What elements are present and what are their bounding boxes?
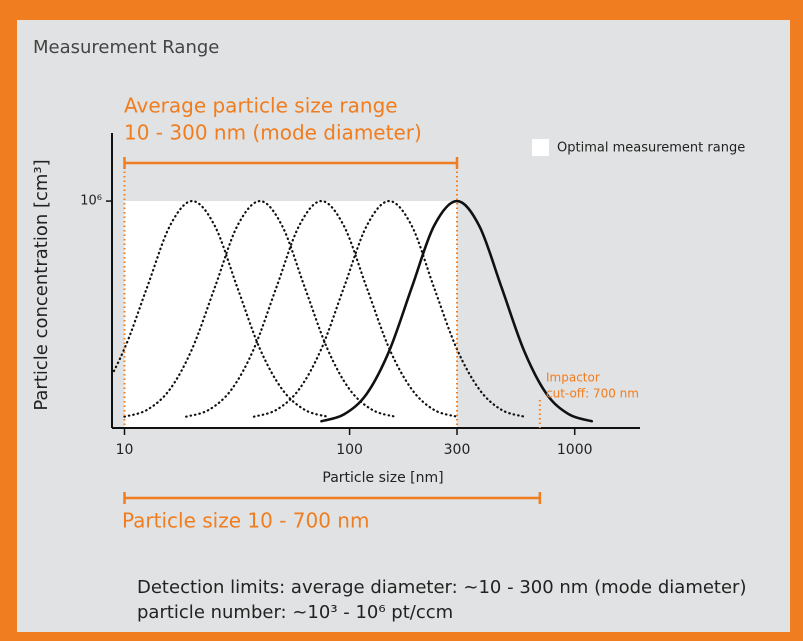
legend-label: Optimal measurement range <box>557 141 745 156</box>
note: Detection limits: average diameter: ~10 … <box>137 577 746 598</box>
range-label: 10 - 300 nm (mode diameter) <box>124 121 422 145</box>
x-tick-label: 10 <box>116 442 134 458</box>
y-tick-label: 10⁶ <box>80 194 102 209</box>
series-line <box>185 199 458 418</box>
range-label: Particle size 10 - 700 nm <box>122 509 369 533</box>
y-axis-label: Particle concentration [cm³] <box>31 159 52 410</box>
optimal-region <box>124 201 458 428</box>
x-tick-label: 300 <box>444 442 471 458</box>
x-axis-label: Particle size [nm] <box>322 470 443 486</box>
note: particle number: ~10³ - 10⁶ pt/ccm <box>137 602 453 623</box>
range-label: Average particle size range <box>124 94 398 118</box>
chart-title: Measurement Range <box>33 37 219 58</box>
curves <box>112 199 594 423</box>
cutoff-label: cut-off: 700 nm <box>546 387 639 401</box>
cutoff-label: Impactor <box>546 371 600 385</box>
x-tick-label: 100 <box>336 442 363 458</box>
series-line <box>252 199 526 418</box>
series-line <box>123 199 397 418</box>
series-line <box>112 199 329 418</box>
x-tick-label: 1000 <box>557 442 593 458</box>
series-line <box>320 199 594 423</box>
legend-swatch <box>532 139 549 156</box>
